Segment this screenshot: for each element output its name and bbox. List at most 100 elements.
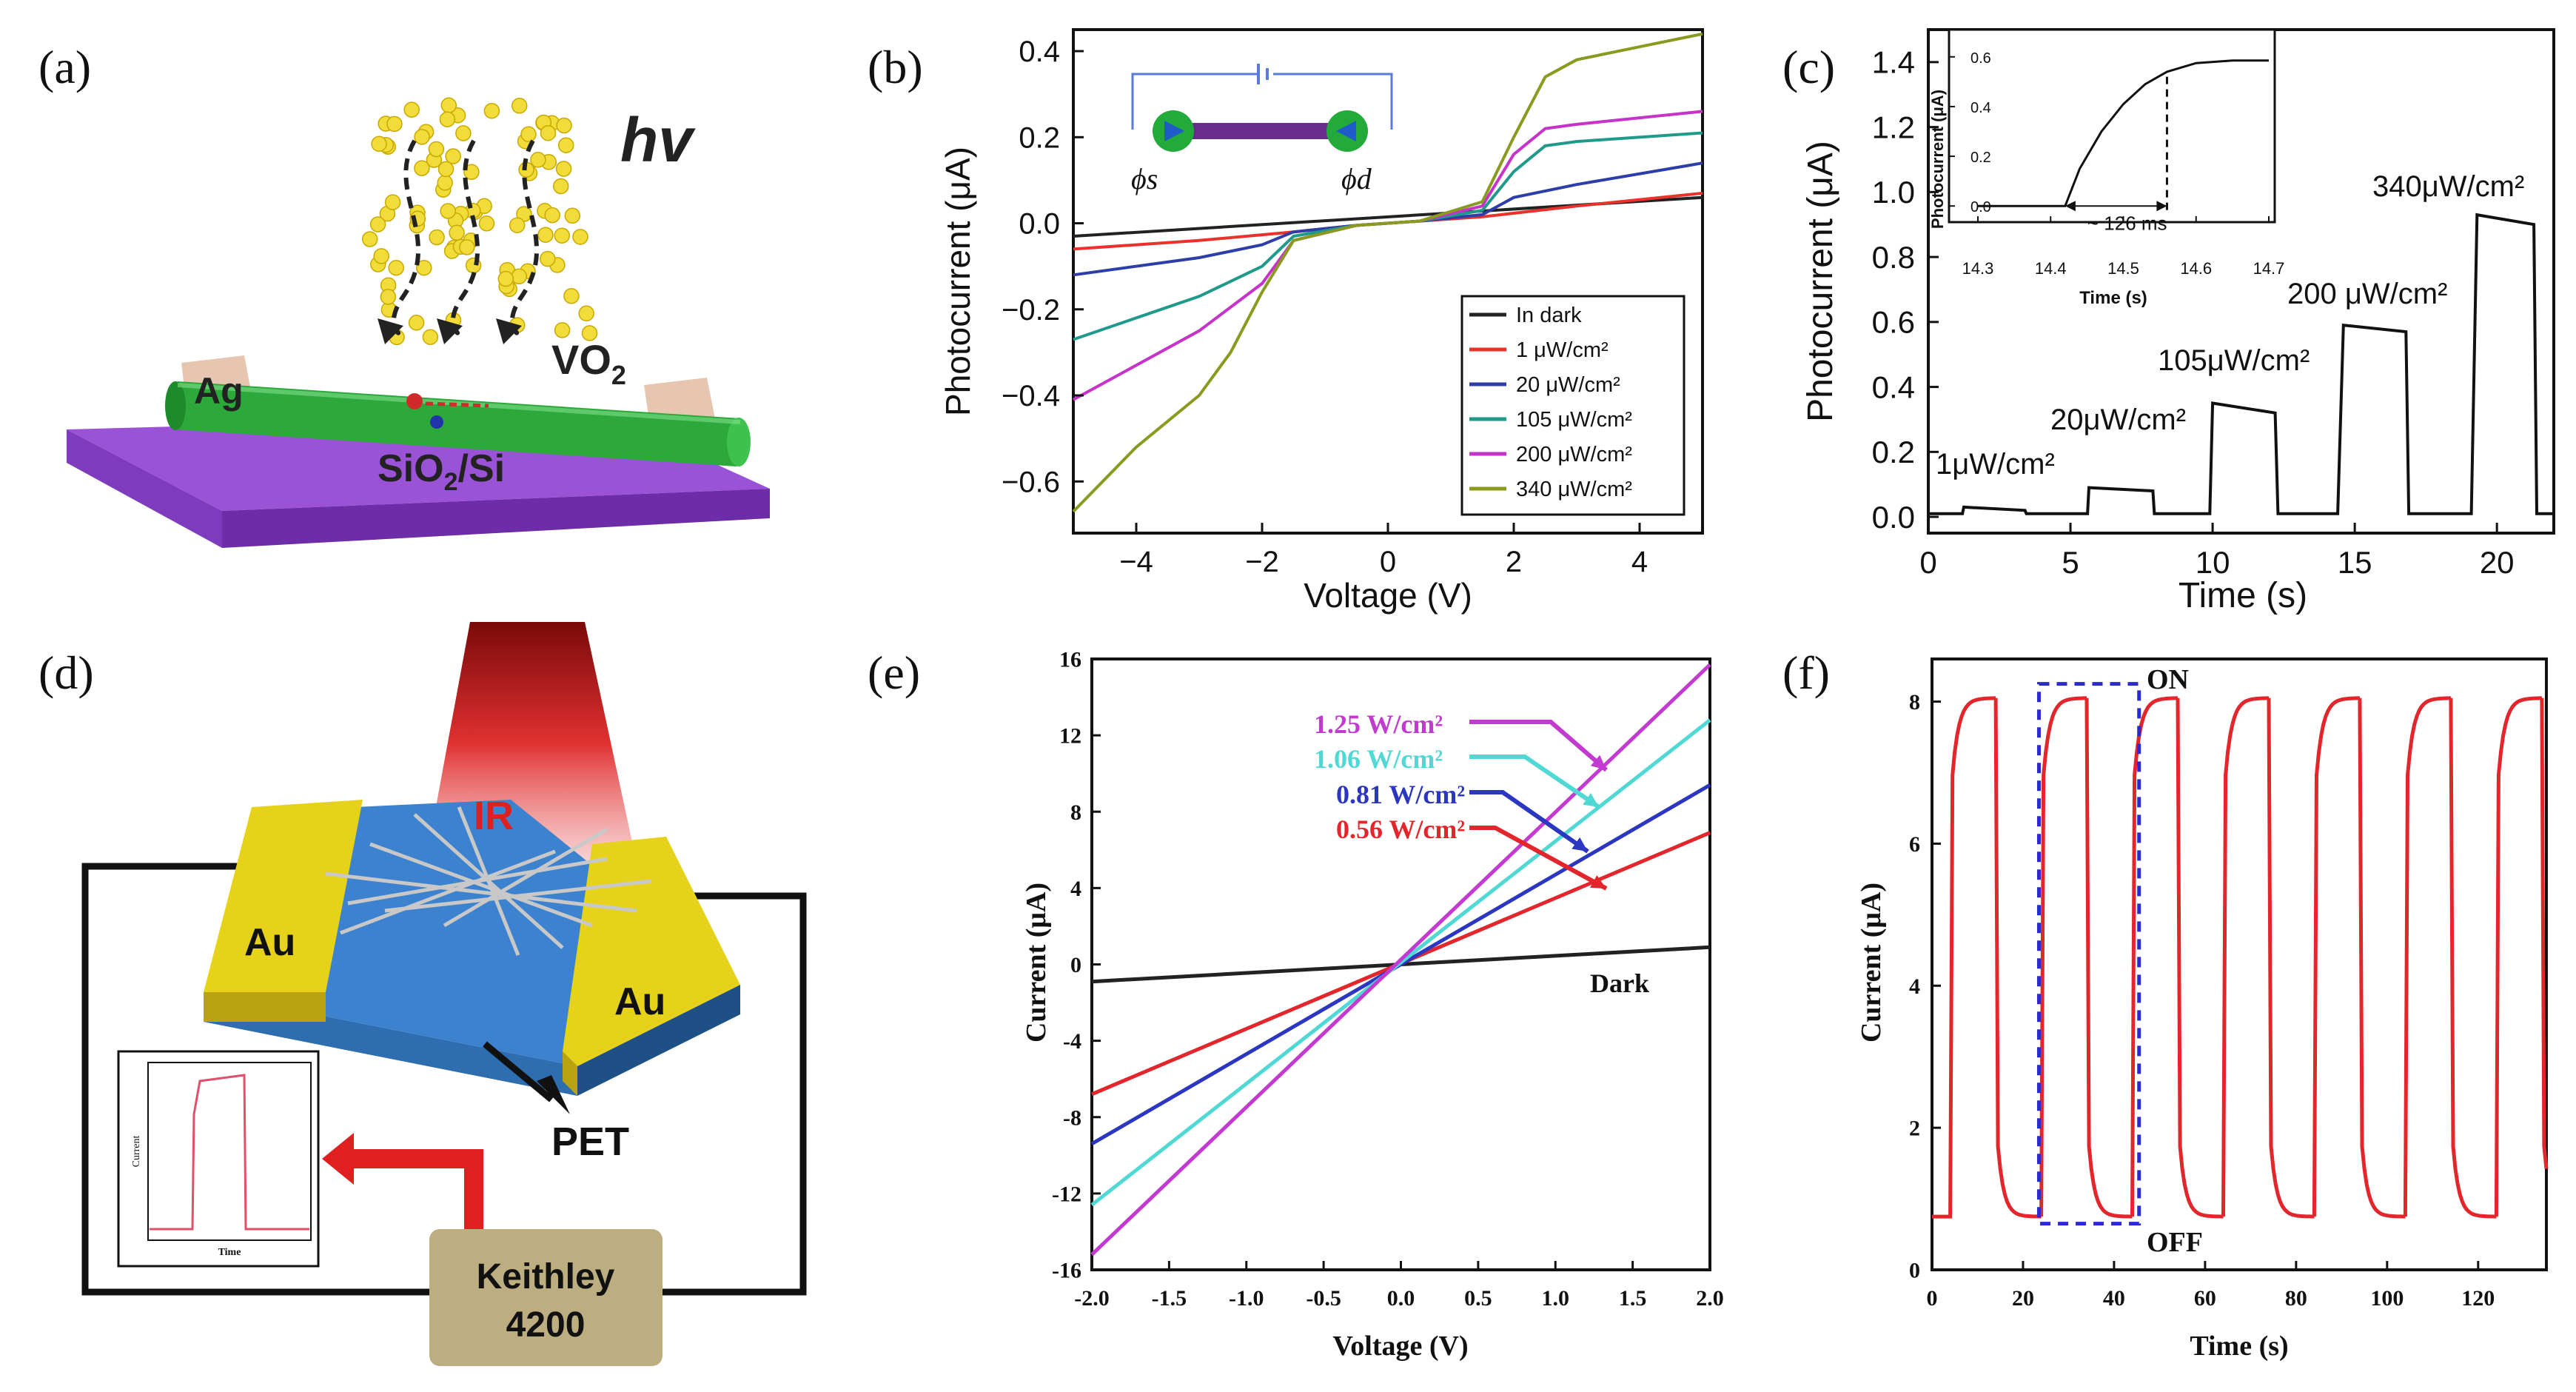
photon-dot [544,207,560,224]
photon-dot [511,98,528,114]
legend-arrow [1469,720,1608,772]
photon-dot [483,102,500,119]
y-tick-label: 0 [1070,953,1081,977]
y-tick-label: 4 [1070,877,1081,901]
keithley-box [429,1229,663,1366]
gold-left-top [204,800,363,992]
chart-f-frame [1931,657,2548,1271]
chart-b-circuit-inset: ϕs ϕd [1131,64,1393,195]
x-tick-label: 10 [2196,545,2230,580]
y-tick-label: −0.4 [1002,380,1060,412]
keithley-line2: 4200 [506,1305,586,1345]
photon-dot [403,101,420,118]
photon-dot [414,129,430,145]
legend-label: 0.81 W/cm² [1336,780,1465,809]
series-line [1072,32,1703,513]
legend-label: In dark [1516,304,1582,327]
substrate-side [67,429,222,548]
chart-c-annotations: 1μW/cm² 20μW/cm² 105μW/cm² 200 μW/cm² 340μW/… [1936,170,2524,481]
y-tick-label: −0.6 [1002,466,1060,498]
photon-dot [373,248,389,264]
photon-dot [555,161,572,177]
y-tick-label: 0.4 [1872,369,1915,404]
inset-x-tick-label: 14.7 [2253,259,2285,278]
y-tick-label: -4 [1063,1029,1081,1054]
chart-f-off-label: OFF [2147,1227,2203,1258]
y-tick-label: 8 [1070,800,1081,825]
x-tick-label: 40 [2103,1286,2125,1311]
y-tick-label: 0.6 [1872,305,1915,340]
series-line [1073,191,1703,251]
x-tick-label: 20 [2480,545,2515,580]
photon-dot [511,268,528,285]
nanowire-network [325,806,652,956]
photon-dot [437,175,453,191]
photon-dot [540,250,556,267]
y-tick-label: 16 [1059,648,1081,672]
photon-dot [440,203,456,219]
gold-right-top [563,837,740,1066]
power-annotation: 105μW/cm² [2158,344,2310,377]
photon-dot [530,152,546,168]
substrate-label: SiO2/Si [378,447,505,496]
y-tick-label: 8 [1909,690,1920,715]
chart-f-ticks: 0 20 40 60 80 100 120 0 2 4 6 8 [1909,690,2495,1311]
x-tick-label: 5 [2062,545,2079,580]
y-tick-label: 1.0 [1872,175,1915,210]
y-tick-label: 0.0 [1019,208,1060,241]
inset-arrowhead-left [2065,201,2076,212]
inset-x-tick-label: 14.3 [1962,259,1994,278]
photon-dot [371,135,387,153]
legend-arrowhead [1572,837,1588,851]
photon-dot [581,325,598,341]
y-tick-label: 0 [1909,1259,1920,1283]
photon-dot [537,227,554,243]
photon-dot [578,305,594,322]
inset-y-tick-label: 0.6 [1970,50,1991,67]
legend-label: 200 μW/cm² [1516,443,1632,466]
y-tick-label: -16 [1052,1259,1081,1283]
ir-label: IR [474,794,514,838]
chart-b-xlabel: Voltage (V) [1304,576,1472,615]
substrate-front [222,489,770,548]
legend-arrowhead [1590,754,1606,770]
chart-e-ticks: -2.0 -1.5 -1.0 -0.5 0.0 0.5 1.0 1.5 2.0 16 12 8 4 0 -4… [1052,648,1724,1311]
x-tick-label: 120 [2461,1286,2495,1311]
chart-f-on-label: ON [2147,664,2189,695]
x-tick-label: 0 [1919,545,1936,580]
legend-label: 340 μW/cm² [1516,478,1632,501]
photon-dot [572,229,588,245]
chart-b-ylabel: Photocurrent (μA) [939,147,977,416]
photon-dot [556,117,572,134]
chart-f-xlabel: Time (s) [2190,1331,2288,1362]
photon-dot [449,224,465,241]
pet-substrate-side2 [577,985,740,1096]
inset-x-tick-label: 14.5 [2107,259,2139,278]
circuit-nanowire [1184,123,1336,139]
y-tick-label: 2 [1909,1117,1920,1141]
x-tick-label: −2 [1245,546,1279,578]
photon-dot [520,126,537,143]
light-waves [387,139,539,335]
photon-dot [428,141,445,158]
panel-d-label: (d) [38,646,94,699]
panel-a-label: (a) [38,41,91,93]
photon-dot [369,216,386,232]
signal-arrowhead [322,1133,354,1185]
y-tick-label: -8 [1063,1105,1081,1130]
legend-label: 1.25 W/cm² [1314,709,1443,739]
photon-dot [445,148,461,164]
wave-arrowhead-2 [437,318,463,344]
x-tick-label: 2.0 [1696,1286,1724,1311]
series-line [1090,663,1711,1257]
chart-f-ylabel: Current (μA) [1856,883,1887,1043]
x-tick-label: 2 [1506,546,1522,578]
chart-b-plot [1072,32,1703,513]
pulse-inset [117,1050,320,1268]
y-tick-label: 4 [1909,974,1920,999]
chart-e-ylabel: Current (μA) [1021,883,1052,1043]
y-tick-label: 6 [1909,832,1920,857]
inset-y-tick-label: 0.0 [1970,199,1991,215]
x-tick-label: 0.0 [1387,1286,1415,1311]
